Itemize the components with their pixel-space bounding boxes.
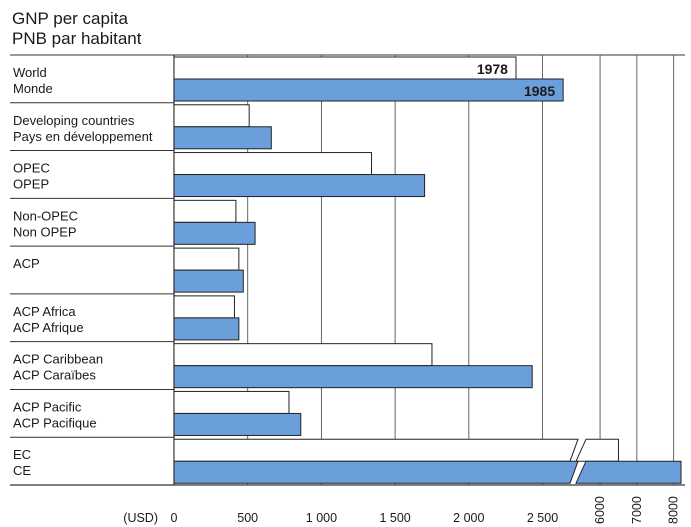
category-label-fr: Pays en développement bbox=[13, 129, 153, 144]
bar-1985 bbox=[173, 269, 244, 293]
bar-1985 bbox=[173, 174, 426, 198]
category-label: ACP Pacific bbox=[13, 399, 82, 414]
x-tick-label-rotated: 6000 bbox=[593, 496, 607, 524]
bar-1978 bbox=[173, 438, 579, 462]
bar-1978 bbox=[173, 152, 373, 176]
category-label: ACP Africa bbox=[13, 304, 76, 319]
x-tick-label: 0 bbox=[171, 511, 178, 525]
bar-1985 bbox=[173, 365, 533, 389]
bar-1985 bbox=[173, 460, 579, 484]
bar-1978 bbox=[173, 56, 517, 80]
bar-1985-continued bbox=[575, 460, 682, 484]
category-label: ACP Caribbean bbox=[13, 352, 103, 367]
category-label-fr: ACP Pacifique bbox=[13, 415, 97, 430]
bar-1978 bbox=[173, 104, 250, 128]
bar-1985 bbox=[173, 78, 564, 102]
category-label-fr: ACP Caraïbes bbox=[13, 368, 96, 383]
category-label: World bbox=[13, 65, 47, 80]
category-label-fr: Non OPEP bbox=[13, 224, 77, 239]
chart-title: GNP per capita bbox=[12, 9, 128, 28]
category-label: ACP bbox=[13, 256, 40, 271]
bar-1985 bbox=[173, 126, 272, 150]
bar-1985 bbox=[173, 412, 302, 436]
chart-subtitle: PNB par habitant bbox=[12, 29, 142, 48]
x-tick-label: 500 bbox=[237, 511, 258, 525]
bar-1985 bbox=[173, 317, 240, 341]
x-tick-label: 1 000 bbox=[306, 511, 337, 525]
category-label: EC bbox=[13, 447, 31, 462]
category-label: OPEC bbox=[13, 161, 50, 176]
category-label-fr: ACP Afrique bbox=[13, 320, 84, 335]
series-label-1978: 1978 bbox=[477, 61, 508, 77]
x-tick-label-rotated: 7000 bbox=[630, 496, 644, 524]
x-tick-label: 1 500 bbox=[379, 511, 410, 525]
x-tick-label: 2 500 bbox=[527, 511, 558, 525]
bar-1985 bbox=[173, 221, 256, 245]
bar-1978 bbox=[173, 343, 433, 367]
series-label-1985: 1985 bbox=[524, 83, 555, 99]
x-tick-label-rotated: 8000 bbox=[667, 496, 681, 524]
bar-1978 bbox=[173, 295, 235, 319]
category-label: Developing countries bbox=[13, 113, 135, 128]
category-label-fr: Monde bbox=[13, 81, 53, 96]
category-label: Non-OPEC bbox=[13, 208, 78, 223]
category-label-fr: CE bbox=[13, 463, 31, 478]
x-axis-unit-label: (USD) bbox=[123, 511, 158, 525]
x-tick-label: 2 000 bbox=[453, 511, 484, 525]
bar-1978 bbox=[173, 199, 237, 223]
bar-1978 bbox=[173, 247, 240, 271]
bar-1978 bbox=[173, 390, 290, 414]
category-label-fr: OPEP bbox=[13, 177, 49, 192]
